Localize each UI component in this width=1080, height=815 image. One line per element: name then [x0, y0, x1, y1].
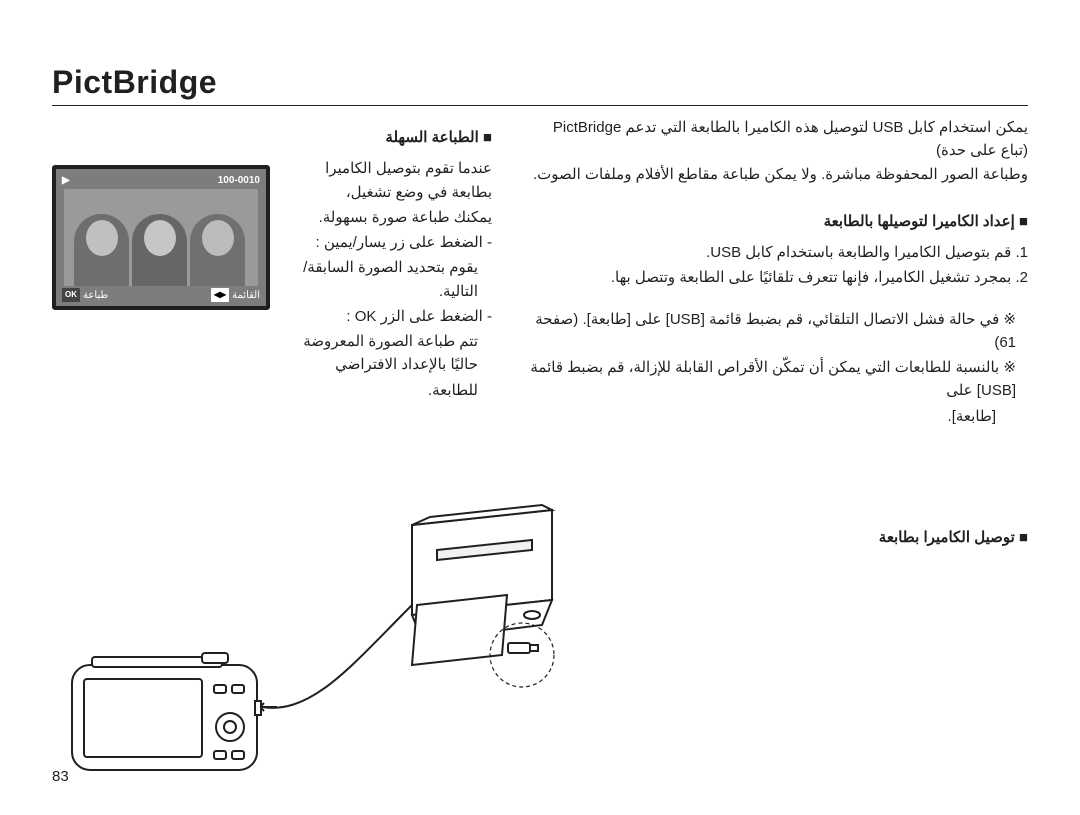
person-2: [132, 214, 187, 286]
camera-lcd-preview: ▶ 100-0010 OK طباعة: [52, 157, 270, 404]
connect-heading: توصيل الكاميرا بطابعة: [528, 526, 1028, 549]
setup-steps: 1. قم بتوصيل الكاميرا والطابعة باستخدام …: [528, 241, 1028, 290]
lcd-top-bar: ▶ 100-0010: [62, 173, 260, 187]
person-1: [74, 214, 129, 286]
lcd-menu-label: القائمة: [232, 288, 260, 304]
easy-heading: الطباعة السهلة: [52, 126, 492, 149]
easy-l7: للطابعة.: [284, 379, 492, 402]
lcd-bottom-bar: OK طباعة ◀▶ القائمة: [62, 288, 260, 302]
note-1: في حالة فشل الاتصال التلقائي، قم بضبط قا…: [528, 308, 1016, 355]
play-icon: ▶: [62, 173, 70, 187]
camera-icon: [72, 653, 261, 770]
intro-line1: يمكن استخدام كابل USB لتوصيل هذه الكامير…: [528, 116, 1028, 163]
easy-l4: يقوم بتحديد الصورة السابقة/التالية.: [284, 256, 492, 303]
lcd-print-label: طباعة: [83, 288, 108, 304]
setup-step-2: 2. بمجرد تشغيل الكاميرا، فإنها تتعرف تلق…: [528, 266, 1028, 289]
title-bar: PictBridge: [52, 64, 1028, 106]
plug-icon: [508, 643, 538, 653]
setup-heading: إعداد الكاميرا لتوصيلها بالطابعة: [528, 210, 1028, 233]
connection-diagram: [52, 455, 562, 775]
notes-block: في حالة فشل الاتصال التلقائي، قم بضبط قا…: [528, 308, 1028, 428]
note-2: بالنسبة للطابعات التي يمكن أن تمكّن الأق…: [528, 356, 1016, 403]
arrow-icon: [260, 703, 277, 711]
diagram-svg: [52, 455, 562, 775]
lcd-frame: ▶ 100-0010 OK طباعة: [52, 165, 270, 310]
lcd-photo: [64, 189, 258, 286]
ok-badge: OK: [62, 288, 80, 302]
printer-icon: [412, 505, 552, 665]
page-title: PictBridge: [52, 64, 1028, 101]
person-3: [190, 214, 245, 286]
easy-print-column: الطباعة السهلة عندما تقوم بتوصيل الكامير…: [52, 116, 492, 404]
page-root: PictBridge يمكن استخدام كابل USB لتوصيل …: [0, 0, 1080, 815]
page-number: 83: [52, 768, 69, 785]
nav-badge: ◀▶: [211, 288, 229, 302]
easy-l6: تتم طباعة الصورة المعروضة حاليًا بالإعدا…: [284, 330, 492, 377]
main-text-column: يمكن استخدام كابل USB لتوصيل هذه الكامير…: [528, 116, 1028, 557]
intro-paragraph: يمكن استخدام كابل USB لتوصيل هذه الكامير…: [528, 116, 1028, 186]
setup-step-1: 1. قم بتوصيل الكاميرا والطابعة باستخدام …: [528, 241, 1028, 264]
easy-l3: - الضغط على زر يسار/يمين :: [284, 231, 492, 254]
content-area: يمكن استخدام كابل USB لتوصيل هذه الكامير…: [52, 116, 1028, 775]
easy-print-text: عندما تقوم بتوصيل الكاميرا بطابعة في وضع…: [284, 157, 492, 404]
easy-l5: - الضغط على الزر OK :: [284, 305, 492, 328]
easy-l2: يمكنك طباعة صورة بسهولة.: [284, 206, 492, 229]
intro-line2: وطباعة الصور المحفوظة مباشرة. ولا يمكن ط…: [528, 163, 1028, 186]
lcd-counter: 100-0010: [218, 173, 260, 187]
note-2-cont: [طابعة].: [528, 405, 1016, 428]
usb-cable: [262, 605, 412, 708]
easy-l1: عندما تقوم بتوصيل الكاميرا بطابعة في وضع…: [284, 157, 492, 204]
